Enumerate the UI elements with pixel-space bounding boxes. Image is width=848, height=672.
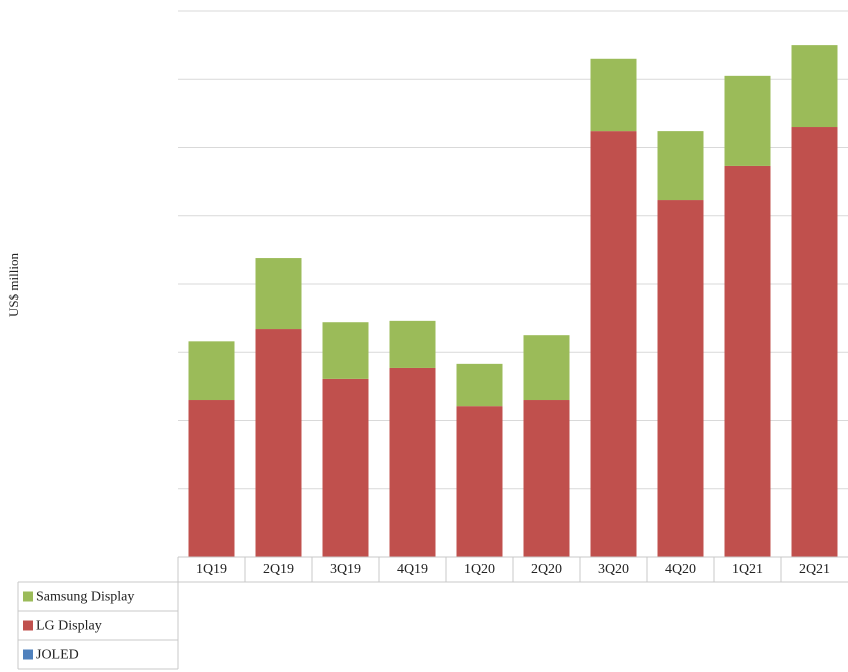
bar-segment	[389, 367, 436, 557]
bar-segment	[791, 127, 838, 558]
bar-segment	[523, 400, 570, 557]
bar-segment	[255, 329, 302, 557]
bar-segment	[389, 320, 436, 368]
bar-segment	[322, 378, 369, 557]
x-tick-label: 2Q19	[263, 562, 294, 577]
legend-swatch	[23, 591, 33, 602]
x-tick-label: 3Q20	[598, 562, 629, 577]
bar-segment	[590, 58, 637, 132]
bar-segment	[590, 131, 637, 557]
bar-segment	[188, 400, 235, 557]
bar-segment	[456, 406, 503, 557]
bar-segment	[657, 131, 704, 201]
bar-segment	[255, 258, 302, 330]
legend-label: LG Display	[36, 619, 102, 634]
bar-segment	[724, 75, 771, 166]
y-axis-label: US$ million	[6, 253, 21, 317]
legend-label: Samsung Display	[36, 590, 134, 605]
legend-label: JOLED	[36, 648, 79, 663]
x-tick-label: 4Q20	[665, 562, 696, 577]
x-tick-label: 2Q20	[531, 562, 562, 577]
bar-segment	[657, 200, 704, 558]
legend-swatch	[23, 620, 33, 631]
bar-segment	[791, 45, 838, 128]
legend-swatch	[23, 649, 33, 660]
bar-segment	[724, 165, 771, 558]
x-tick-label: 1Q19	[196, 562, 227, 577]
x-tick-label: 4Q19	[397, 562, 428, 577]
x-tick-label: 1Q21	[732, 562, 763, 577]
x-tick-label: 2Q21	[799, 562, 830, 577]
x-tick-label: 3Q19	[330, 562, 361, 577]
bar-segment	[456, 363, 503, 407]
bar-segment	[322, 322, 369, 379]
bar-segment	[523, 335, 570, 401]
x-tick-label: 1Q20	[464, 562, 495, 577]
bar-segment	[188, 341, 235, 401]
